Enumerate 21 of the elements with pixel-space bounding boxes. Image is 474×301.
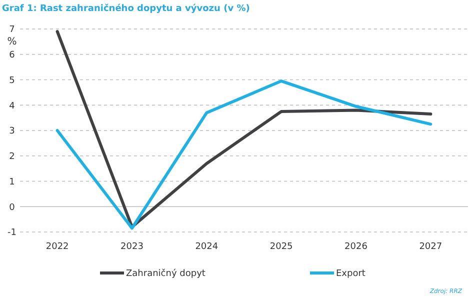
line-series (56, 30, 432, 228)
y-tick-label: 1 (9, 177, 15, 188)
line-series (56, 80, 432, 230)
x-tick-label: 2024 (195, 242, 218, 252)
x-tick-label: 2027 (419, 242, 442, 252)
y-tick-label: 6 (9, 50, 16, 61)
chart-title: Graf 1: Rast zahraničného dopytu a vývozu (v %) (2, 3, 250, 14)
y-tick-label: 2 (9, 152, 15, 162)
x-tick-label: 2026 (344, 242, 368, 252)
y-tick-label: 3 (9, 126, 15, 137)
y-axis-title: % (7, 36, 17, 48)
y-tick-label: 4 (9, 101, 16, 112)
y-tick-label: 5 (9, 76, 15, 86)
x-tick-label: 2022 (46, 242, 69, 252)
x-tick-label: 2023 (120, 242, 144, 252)
legend-label: Zahraničný dopyt (126, 268, 206, 280)
y-tick-label: -1 (8, 228, 16, 238)
y-tick-label: 0 (9, 202, 16, 213)
legend-label: Export (336, 269, 366, 280)
y-tick-label: 7 (9, 25, 15, 36)
x-tick-label: 2025 (270, 242, 293, 252)
